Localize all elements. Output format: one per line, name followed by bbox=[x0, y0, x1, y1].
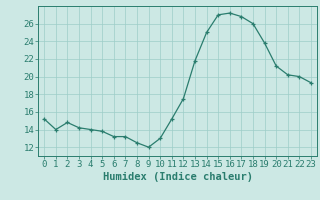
X-axis label: Humidex (Indice chaleur): Humidex (Indice chaleur) bbox=[103, 172, 252, 182]
